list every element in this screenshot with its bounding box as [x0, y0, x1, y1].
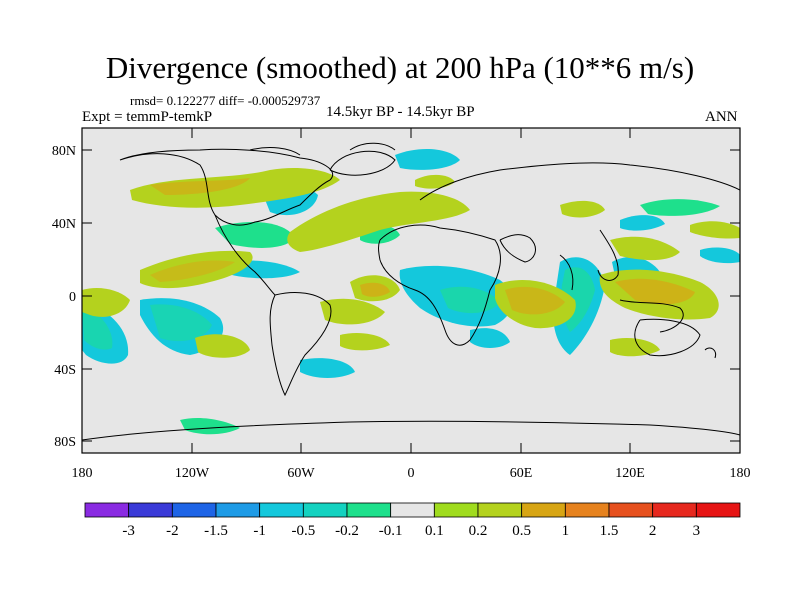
lon-label: 180: [72, 466, 93, 481]
lon-label: 0: [408, 466, 415, 481]
divergence-fields: [82, 148, 740, 435]
colorbar-labels: -3 -2 -1.5 -1 -0.5 -0.2 -0.1 0.1 0.2 0.5 1 1.5 2 3: [122, 523, 700, 539]
coastlines: [82, 142, 740, 441]
colorbar-label: 0.5: [512, 523, 531, 539]
colorbar-label: 1: [562, 523, 570, 539]
colorbar-label: -2: [166, 523, 179, 539]
colorbar-label: 3: [693, 523, 701, 539]
colorbar-label: 0.2: [469, 523, 488, 539]
lon-label: 60W: [287, 466, 315, 481]
colorbar-label: -1.5: [204, 523, 228, 539]
colorbar-label: -1: [253, 523, 266, 539]
axis-ticks: [81, 128, 741, 453]
lat-label: 80S: [54, 435, 76, 450]
colorbar-swatch: [652, 502, 697, 518]
colorbar-label: -0.1: [379, 523, 403, 539]
colorbar-label: -0.5: [291, 523, 315, 539]
colorbar-label: -3: [122, 523, 135, 539]
colorbar-swatch: [302, 502, 348, 518]
colorbar-swatch: [521, 502, 566, 518]
season-label: ANN: [705, 109, 738, 125]
colorbar-swatch: [84, 502, 130, 518]
colorbar-label: -0.2: [335, 523, 359, 539]
lat-label: 80N: [52, 144, 76, 159]
colorbar-swatch: [346, 502, 392, 518]
lon-label: 120W: [175, 466, 210, 481]
colorbar-label: 0.1: [425, 523, 444, 539]
colorbar-swatch: [259, 502, 304, 518]
colorbar-swatch: [215, 502, 261, 518]
colorbar-swatch: [128, 502, 173, 518]
positive-regions: [82, 168, 740, 358]
lon-label: 180: [730, 466, 751, 481]
lat-labels: 80N 40N 0 40S 80S: [52, 144, 76, 450]
lon-label: 120E: [615, 466, 645, 481]
experiment-label: Expt = temmP-temkP: [82, 109, 213, 125]
page-title: Divergence (smoothed) at 200 hPa (10**6 …: [105, 50, 695, 85]
colorbar-swatch: [433, 502, 479, 518]
colorbar-label: 2: [649, 523, 657, 539]
colorbar-swatch: [390, 502, 435, 518]
period-label: 14.5kyr BP - 14.5kyr BP: [326, 104, 475, 120]
colorbar-label: 1.5: [600, 523, 619, 539]
lat-label: 40N: [52, 217, 76, 232]
colorbar-swatch: [695, 502, 741, 518]
colorbar-swatch: [171, 502, 217, 518]
lat-label: 0: [69, 290, 76, 305]
colorbar-swatch: [608, 502, 654, 518]
lon-label: 60E: [510, 466, 533, 481]
lat-label: 40S: [54, 363, 76, 378]
colorbar-swatch: [564, 502, 610, 518]
stats-text: rmsd= 0.122277 diff= -0.000529737: [130, 93, 321, 108]
colorbar: [84, 502, 741, 518]
colorbar-swatch: [477, 502, 523, 518]
lon-labels: 180 120W 60W 0 60E 120E 180: [72, 466, 751, 481]
